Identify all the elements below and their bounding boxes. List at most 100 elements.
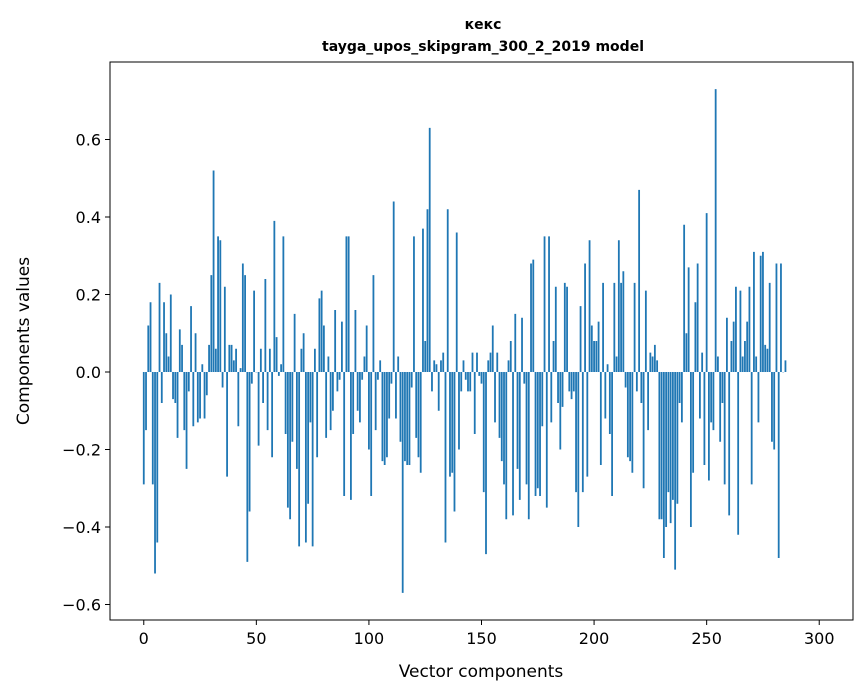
bar	[311, 372, 314, 547]
x-tick-label: 150	[466, 629, 497, 648]
bar	[280, 364, 283, 372]
bar	[678, 372, 681, 403]
bar	[638, 189, 641, 372]
y-tick-label: 0.6	[76, 131, 101, 150]
y-tick-label: 0.2	[76, 286, 101, 305]
bar	[381, 372, 384, 462]
bar	[541, 372, 544, 427]
y-tick-label: 0.4	[76, 208, 101, 227]
bar	[536, 372, 539, 489]
bar	[435, 364, 438, 372]
bar	[487, 360, 490, 372]
bar	[221, 372, 224, 388]
bars-group	[142, 89, 787, 593]
bar	[608, 372, 611, 434]
bar	[446, 209, 449, 372]
bar	[341, 321, 343, 373]
bar	[431, 372, 433, 392]
bar	[408, 372, 411, 465]
chart-subtitle: tayga_upos_skipgram_300_2_2019 model	[322, 39, 644, 55]
bar	[273, 220, 276, 373]
bar	[757, 372, 760, 423]
bar	[750, 372, 753, 485]
bar	[271, 372, 274, 458]
bar	[527, 372, 530, 520]
bar	[190, 306, 192, 372]
bar	[458, 372, 460, 450]
bar	[694, 302, 697, 372]
bar	[325, 372, 328, 438]
bar	[399, 372, 402, 442]
bar	[550, 372, 553, 423]
bar	[476, 352, 478, 372]
bar	[268, 348, 271, 372]
bar	[701, 352, 704, 372]
bar	[543, 236, 546, 373]
bar	[588, 240, 591, 372]
bar	[199, 372, 201, 419]
bar	[302, 333, 305, 372]
bar	[442, 352, 445, 372]
bar	[581, 372, 584, 493]
bar	[518, 372, 521, 500]
bar	[172, 372, 174, 400]
bar	[415, 372, 418, 438]
bar	[617, 240, 620, 372]
bar	[316, 372, 319, 458]
bar	[730, 341, 733, 372]
bar	[455, 232, 458, 372]
bar	[169, 294, 172, 372]
bar	[293, 313, 296, 373]
bar	[377, 372, 379, 380]
bar	[266, 372, 269, 431]
bar	[309, 372, 312, 423]
bar	[338, 372, 341, 380]
bar	[467, 372, 469, 392]
bar	[174, 372, 177, 403]
bar	[332, 372, 334, 411]
bar	[214, 348, 217, 372]
bar	[241, 263, 244, 372]
bar	[379, 360, 382, 372]
bar	[780, 263, 782, 372]
bar	[329, 372, 332, 431]
bar	[372, 275, 375, 373]
y-axis-label: Components values	[14, 257, 34, 425]
bar	[313, 348, 316, 372]
bar	[383, 372, 386, 465]
bar	[683, 224, 686, 372]
bar	[737, 372, 740, 535]
bar	[363, 356, 366, 372]
bar	[165, 333, 168, 372]
bar	[491, 325, 494, 372]
bar	[417, 372, 420, 458]
bar	[629, 372, 631, 462]
bar	[726, 317, 728, 372]
bar	[784, 360, 787, 372]
bar	[437, 372, 440, 411]
bar	[228, 344, 231, 373]
bar	[397, 356, 400, 372]
bar	[545, 372, 548, 508]
bar	[532, 259, 535, 372]
bar	[370, 372, 373, 496]
bar	[631, 372, 634, 473]
bar	[291, 372, 294, 442]
bar	[322, 325, 325, 372]
y-axis: −0.6 −0.4 −0.2 0.0 0.2 0.4 0.6	[62, 131, 110, 615]
bar	[568, 372, 571, 392]
bar	[300, 348, 303, 372]
bar	[595, 341, 598, 372]
x-tick-label: 0	[139, 629, 149, 648]
bar	[356, 372, 359, 411]
bar	[336, 372, 339, 392]
bar	[462, 360, 465, 372]
y-tick-label: −0.6	[62, 596, 101, 615]
bar	[178, 329, 181, 373]
bar	[689, 372, 692, 527]
bar	[365, 325, 368, 372]
x-axis-label: Vector components	[399, 662, 564, 682]
bar	[762, 251, 764, 373]
bar	[696, 263, 699, 372]
